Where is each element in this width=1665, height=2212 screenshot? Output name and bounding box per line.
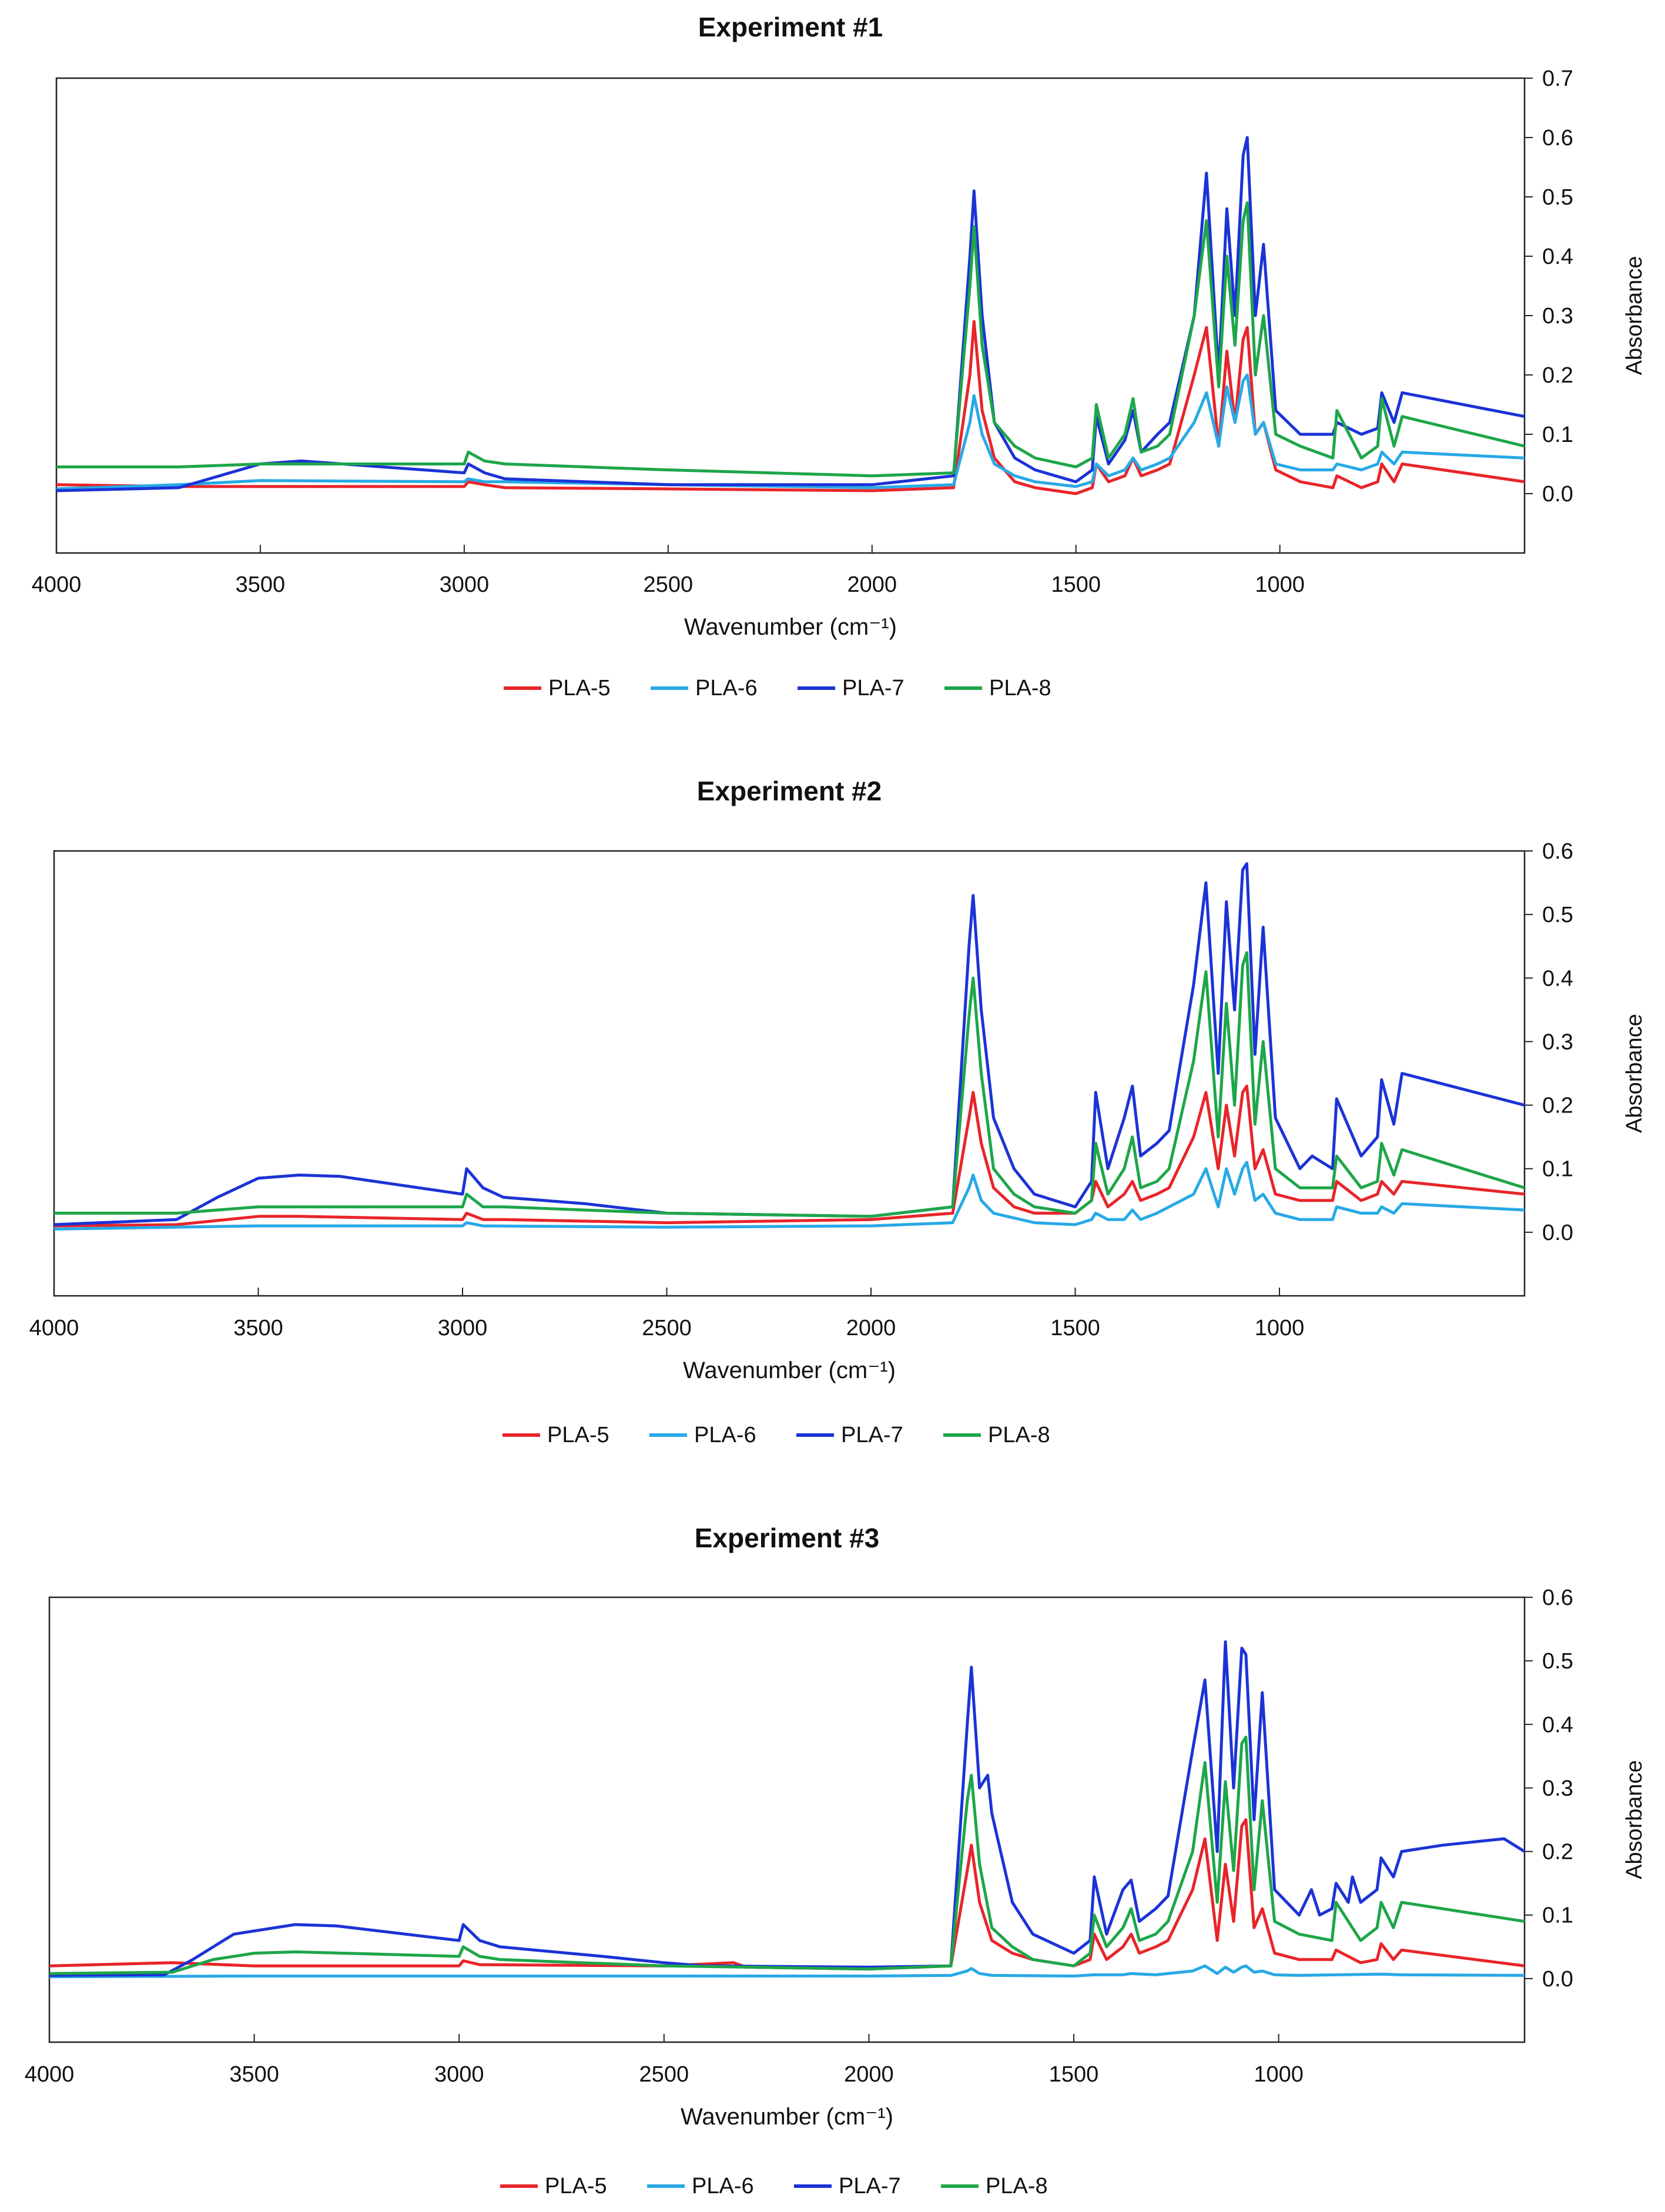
x-axis-label: Wavenumber (cm⁻¹) <box>684 614 897 640</box>
x-tick-label: 3500 <box>236 572 286 597</box>
x-tick-label: 1500 <box>1049 2062 1099 2087</box>
y-tick-label: 0.5 <box>1542 903 1573 927</box>
series-line-pla-7 <box>54 862 1525 1226</box>
legend-label-pla-5: PLA-5 <box>545 2174 607 2198</box>
y-tick-label: 0.4 <box>1542 1712 1573 1737</box>
experiment-1-panel: Experiment #1 4000 3500 3000 2500 2000 1500 100… <box>32 12 1647 701</box>
series-line-pla-5 <box>54 1084 1525 1228</box>
x-tick-label: 2000 <box>844 2062 894 2087</box>
series-line-pla-8 <box>49 1735 1525 1975</box>
x-tick-label: 2000 <box>847 572 897 597</box>
y-tick-label: 0.0 <box>1542 482 1573 507</box>
experiment-2-panel: Experiment #2 4000 3500 3000 2500 2000 1500 100… <box>29 776 1647 1447</box>
x-tick-label: 4000 <box>32 572 82 597</box>
y-tick-label: 0.3 <box>1542 1030 1573 1054</box>
y-tick-label: 0.0 <box>1542 1967 1573 1992</box>
legend-label-pla-6: PLA-6 <box>692 2174 754 2198</box>
legend-label-pla-6: PLA-6 <box>694 1423 756 1447</box>
x-tick-label: 4000 <box>29 1316 79 1340</box>
series-group <box>56 136 1525 495</box>
y-tick-label: 0.6 <box>1542 126 1573 150</box>
x-axis-label: Wavenumber (cm⁻¹) <box>681 2104 893 2130</box>
x-tick-label: 2500 <box>642 1316 692 1340</box>
y-tick-label: 0.6 <box>1542 839 1573 864</box>
legend-label-pla-7: PLA-7 <box>842 676 904 701</box>
x-tick-label: 3000 <box>434 2062 484 2087</box>
chart-title: Experiment #1 <box>698 12 883 42</box>
x-axis-label: Wavenumber (cm⁻¹) <box>683 1358 896 1383</box>
y-tick-label: 0.2 <box>1542 363 1573 388</box>
x-tick-label: 3500 <box>233 1316 283 1340</box>
y-tick-label: 0.0 <box>1542 1221 1573 1245</box>
y-tick-label: 0.7 <box>1542 66 1573 91</box>
x-tick-label: 1500 <box>1050 1316 1100 1340</box>
x-tick-label: 3000 <box>440 572 490 597</box>
x-tick-label: 1500 <box>1051 572 1101 597</box>
x-tick-label: 3500 <box>229 2062 279 2087</box>
series-line-pla-7 <box>56 136 1525 492</box>
legend-label-pla-5: PLA-5 <box>548 676 611 701</box>
y-tick-label: 0.2 <box>1542 1840 1573 1865</box>
y-tick-label: 0.6 <box>1542 1586 1573 1610</box>
x-tick-label: 4000 <box>25 2062 75 2087</box>
x-tick-label: 2000 <box>846 1316 896 1340</box>
y-tick-label: 0.4 <box>1542 244 1573 269</box>
chart-title: Experiment #3 <box>695 1523 879 1553</box>
y-tick-label: 0.1 <box>1542 423 1573 447</box>
series-line-pla-5 <box>49 1818 1525 1971</box>
legend-label-pla-7: PLA-7 <box>841 1423 903 1447</box>
experiment-3-panel: Experiment #3 4000 3500 3000 2500 2000 1500 100… <box>25 1523 1647 2198</box>
y-tick-label: 0.1 <box>1542 1903 1573 1928</box>
y-axis-label: Absorbance <box>1622 256 1647 376</box>
series-line-pla-6 <box>54 1161 1525 1231</box>
y-axis-label: Absorbance <box>1622 1014 1647 1133</box>
legend-label-pla-5: PLA-5 <box>547 1423 609 1447</box>
plot-frame <box>48 1596 1526 2043</box>
x-tick-label: 2500 <box>644 572 694 597</box>
series-line-pla-7 <box>49 1640 1525 1977</box>
chart-title: Experiment #2 <box>697 776 882 806</box>
series-line-pla-8 <box>54 951 1525 1218</box>
legend-label-pla-8: PLA-8 <box>988 1423 1050 1447</box>
x-tick-label: 1000 <box>1254 2062 1304 2087</box>
y-tick-label: 0.1 <box>1542 1157 1573 1182</box>
y-tick-label: 0.5 <box>1542 1649 1573 1674</box>
series-group <box>54 862 1525 1231</box>
y-tick-label: 0.5 <box>1542 185 1573 210</box>
series-group <box>49 1640 1525 1979</box>
series-line-pla-8 <box>56 201 1525 478</box>
y-tick-label: 0.2 <box>1542 1094 1573 1118</box>
legend-label-pla-8: PLA-8 <box>989 676 1051 701</box>
y-axis-label: Absorbance <box>1622 1760 1647 1879</box>
series-line-pla-6 <box>56 373 1525 491</box>
legend-label-pla-6: PLA-6 <box>695 676 758 701</box>
x-tick-label: 2500 <box>639 2062 689 2087</box>
legend-label-pla-8: PLA-8 <box>986 2174 1048 2198</box>
series-line-pla-5 <box>56 320 1525 495</box>
plot-frame <box>53 850 1526 1297</box>
series-line-pla-6 <box>49 1964 1525 1979</box>
legend-label-pla-7: PLA-7 <box>839 2174 901 2198</box>
x-tick-label: 3000 <box>438 1316 488 1340</box>
y-tick-label: 0.3 <box>1542 304 1573 329</box>
x-tick-label: 1000 <box>1255 1316 1305 1340</box>
y-tick-label: 0.4 <box>1542 966 1573 991</box>
y-tick-label: 0.3 <box>1542 1776 1573 1801</box>
x-tick-label: 1000 <box>1255 572 1305 597</box>
